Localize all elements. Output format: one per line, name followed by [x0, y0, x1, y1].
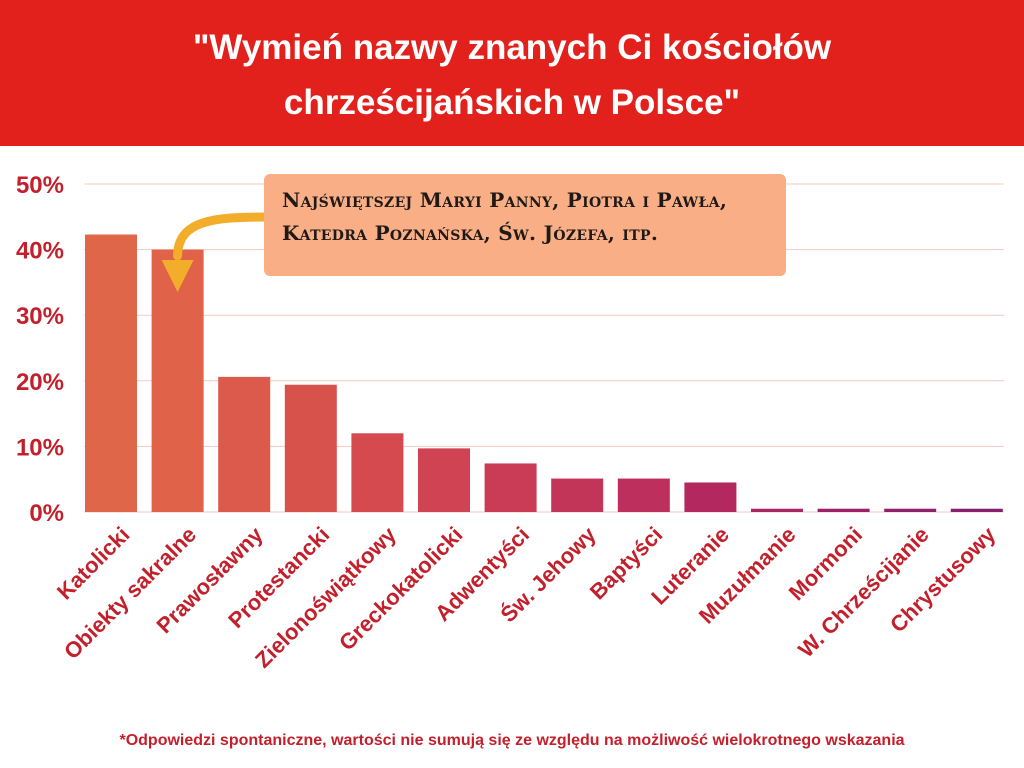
bar: [418, 448, 470, 512]
bar: [617, 478, 670, 512]
chart-title: "Wymień nazwy znanych Ci kościołów chrze…: [192, 28, 832, 122]
bar: [85, 234, 137, 512]
bar: [218, 376, 271, 512]
bar: [751, 508, 803, 512]
category-label: Greckokatolicki: [334, 522, 468, 656]
y-axis-tick-labels: 0% 10% 20% 30% 40% 50%: [16, 172, 64, 527]
y-tick-label: 0%: [29, 500, 64, 527]
bar: [284, 384, 337, 512]
bar: [817, 508, 870, 512]
annotation-arrow-shaft: [173, 212, 271, 261]
y-tick-label: 30%: [16, 303, 64, 330]
y-tick-label: 50%: [16, 172, 64, 199]
chart-header: "Wymień nazwy znanych Ci kościołów chrze…: [0, 0, 1024, 146]
annotation-box: Najświętszej Maryi Panny, Piotra i Pawła…: [264, 174, 786, 276]
bar: [950, 508, 1003, 512]
bar: [551, 478, 604, 512]
bar: [884, 508, 937, 512]
bar: [151, 249, 204, 512]
annotation-arrow-head: [161, 260, 194, 292]
bar: [684, 482, 737, 512]
footnote: *Odpowiedzi spontaniczne, wartości nie s…: [119, 732, 905, 749]
y-tick-label: 10%: [16, 434, 64, 461]
bar: [351, 433, 404, 512]
y-tick-label: 40%: [16, 238, 64, 265]
y-tick-label: 20%: [16, 369, 64, 396]
annotation-arrow: [161, 212, 271, 292]
bars: [85, 234, 1003, 512]
bar: [484, 463, 537, 512]
